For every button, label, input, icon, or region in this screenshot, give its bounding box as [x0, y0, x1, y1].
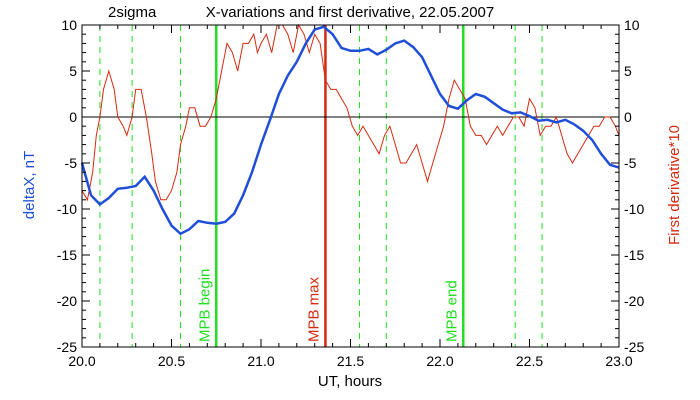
y-tick-label-right-3: -5 — [624, 155, 637, 171]
marker-label-7: MPB end — [443, 280, 460, 342]
marker-label-4: MPB max — [305, 276, 322, 342]
x-tick-label-3: 21.5 — [337, 353, 364, 369]
y-tick-label-left-1: 5 — [69, 63, 77, 79]
y-tick-label-right-6: -20 — [624, 293, 644, 309]
y-tick-label-left-6: -20 — [57, 293, 77, 309]
y-tick-label-left-0: 10 — [61, 17, 77, 33]
axis-ticks: 20.0 20.5 21.0 21.5 22.0 22.5 23.0 10 10 5 5 0 0 -5 -5… — [57, 17, 645, 369]
x-tick-label-2: 21.0 — [247, 353, 274, 369]
marker-labels: MPB begin MPB max MPB end — [196, 269, 460, 342]
y-tick-label-right-1: 5 — [624, 63, 632, 79]
y-tick-label-right-5: -15 — [624, 247, 644, 263]
y-tick-label-left-2: 0 — [69, 109, 77, 125]
x-tick-label-5: 22.5 — [516, 353, 543, 369]
derivative-line — [81, 23, 620, 202]
y-tick-label-left-3: -5 — [65, 155, 78, 171]
y-tick-label-left-7: -25 — [57, 339, 77, 355]
x-tick-label-1: 20.5 — [158, 353, 185, 369]
y-tick-label-right-0: 10 — [624, 17, 640, 33]
y-tick-label-left-4: -10 — [57, 201, 77, 217]
x-tick-label-6: 23.0 — [605, 353, 632, 369]
y-tick-label-right-7: -25 — [624, 339, 644, 355]
x-axis-label: UT, hours — [318, 373, 382, 390]
x-tick-label-0: 20.0 — [68, 353, 95, 369]
deltax-line — [80, 25, 620, 236]
marker-label-3: MPB begin — [196, 269, 213, 342]
x-tick-label-4: 22.0 — [426, 353, 453, 369]
y-tick-label-right-4: -10 — [624, 201, 644, 217]
chart-title: X-variations and first derivative, 22.05… — [206, 4, 495, 21]
y-tick-label-left-5: -15 — [57, 247, 77, 263]
right-axis-label: First derivative*10 — [666, 125, 683, 245]
plot-frame — [81, 24, 620, 348]
sigma-label: 2sigma — [108, 4, 157, 21]
left-axis-label: deltaX, nT — [21, 151, 38, 219]
y-tick-label-right-2: 0 — [624, 109, 632, 125]
